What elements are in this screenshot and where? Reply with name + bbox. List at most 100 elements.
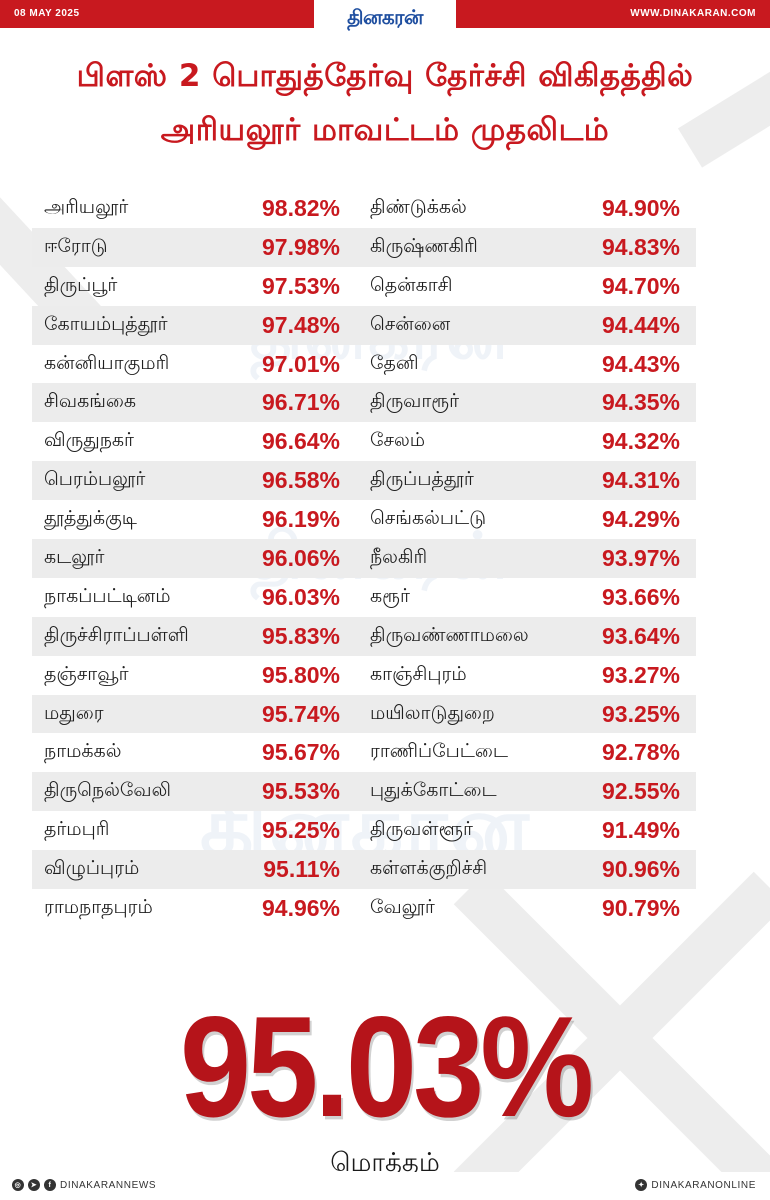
table-row: ஈரோடு 97.98% கிருஷ்ணகிரி 94.83% xyxy=(32,227,696,267)
district-name: மதுரை xyxy=(44,701,104,724)
district-name: கடலூர் xyxy=(44,545,105,568)
district-name: திருவள்ளூர் xyxy=(370,818,473,841)
table-row: கோயம்புத்தூர் 97.48% சென்னை 94.44% xyxy=(32,305,696,345)
table-row: தர்மபுரி 95.25% திருவள்ளூர் 91.49% xyxy=(32,811,696,850)
pass-percentage: 90.96% xyxy=(601,856,680,883)
pass-percentage: 91.49% xyxy=(601,817,680,844)
district-name: சென்னை xyxy=(370,312,451,335)
pass-percentage: 93.25% xyxy=(601,700,680,727)
pass-percentage: 97.48% xyxy=(261,311,340,338)
pass-percentage: 94.90% xyxy=(601,194,680,221)
district-name: புதுக்கோட்டை xyxy=(370,779,497,802)
district-name: தேனி xyxy=(370,351,419,374)
district-name: திருச்சிராப்பள்ளி xyxy=(44,623,189,646)
district-name: நாமக்கல் xyxy=(44,740,122,763)
district-pass-table: அரியலூர் 98.82% திண்டுக்கல் 94.90% ஈரோடு 97.9… xyxy=(32,189,696,928)
pass-percentage: 94.44% xyxy=(601,311,680,338)
website-link[interactable]: WWW.DINAKARAN.COM xyxy=(630,8,756,19)
pass-percentage: 95.67% xyxy=(261,739,340,766)
table-row: நாகப்பட்டினம் 96.03% கரூர் 93.66% xyxy=(32,578,696,617)
district-name: திருவாரூர் xyxy=(370,390,460,413)
pass-percentage: 94.31% xyxy=(601,467,680,494)
district-name: ஈரோடு xyxy=(44,234,108,257)
pass-percentage: 94.96% xyxy=(261,894,340,921)
district-name: வேலூர் xyxy=(370,895,435,918)
pass-percentage: 96.58% xyxy=(261,467,340,494)
table-row: கன்னியாகுமரி 97.01% தேனி 94.43% xyxy=(32,345,696,384)
pass-percentage: 97.53% xyxy=(261,272,340,299)
table-row: தஞ்சாவூர் 95.80% காஞ்சிபுரம் 93.27% xyxy=(32,656,696,695)
table-row: திருநெல்வேலி 95.53% புதுக்கோட்டை 92.55% xyxy=(32,772,696,812)
district-name: கரூர் xyxy=(370,584,410,607)
table-row: ராமநாதபுரம் 94.96% வேலூர் 90.79% xyxy=(32,889,696,928)
headline-line-1: பிளஸ் 2 பொதுத்தேர்வு தேர்ச்சி விகிதத்தில… xyxy=(76,58,694,94)
table-row: விழுப்புரம் 95.11% கள்ளக்குறிச்சி 90.96% xyxy=(32,850,696,890)
district-name: நாகப்பட்டினம் xyxy=(44,584,171,607)
pass-percentage: 92.78% xyxy=(601,739,680,766)
district-name: கள்ளக்குறிச்சி xyxy=(370,857,488,880)
pass-percentage: 93.27% xyxy=(601,661,680,688)
table-row: நாமக்கல் 95.67% ராணிப்பேட்டை 92.78% xyxy=(32,733,696,772)
table-row: அரியலூர் 98.82% திண்டுக்கல் 94.90% xyxy=(32,189,696,228)
pass-percentage: 93.66% xyxy=(601,583,680,610)
table-row: சிவகங்கை 96.71% திருவாரூர் 94.35% xyxy=(32,383,696,423)
district-name: கோயம்புத்தூர் xyxy=(44,312,168,335)
table-row: தூத்துக்குடி 96.19% செங்கல்பட்டு 94.29% xyxy=(32,500,696,539)
district-name: திண்டுக்கல் xyxy=(370,195,467,218)
pass-percentage: 94.43% xyxy=(601,350,680,377)
pass-percentage: 92.55% xyxy=(601,778,680,805)
table-row: பெரம்பலூர் 96.58% திருப்பத்தூர் 94.31% xyxy=(32,461,696,501)
table-row: மதுரை 95.74% மயிலாடுதுறை 93.25% xyxy=(32,694,696,734)
social-handles-right: ✦ DINAKARANONLINE xyxy=(635,1179,756,1191)
table-row: விருதுநகர் 96.64% சேலம் 94.32% xyxy=(32,422,696,461)
district-name: கிருஷ்ணகிரி xyxy=(370,234,478,257)
district-name: திருப்பூர் xyxy=(44,273,118,296)
telegram-icon[interactable]: ➤ xyxy=(28,1179,40,1191)
district-name: அரியலூர் xyxy=(44,195,129,218)
brand-logo-tab: தினகரன் xyxy=(314,0,456,36)
district-name: தஞ்சாவூர் xyxy=(44,662,129,685)
pass-percentage: 95.83% xyxy=(261,622,340,649)
district-name: திருநெல்வேலி xyxy=(44,779,171,802)
brand-logo: தினகரன் xyxy=(347,4,423,29)
pass-percentage: 95.74% xyxy=(261,700,340,727)
publish-date: 08 MAY 2025 xyxy=(14,8,80,19)
district-name: செங்கல்பட்டு xyxy=(370,507,487,530)
pass-percentage: 96.06% xyxy=(261,544,340,571)
twitter-icon[interactable]: ✦ xyxy=(635,1179,648,1191)
pass-percentage: 98.82% xyxy=(261,194,340,221)
pass-percentage: 93.97% xyxy=(601,544,680,571)
pass-percentage: 93.64% xyxy=(601,622,680,649)
pass-percentage: 95.25% xyxy=(261,817,340,844)
district-name: திருவண்ணாமலை xyxy=(370,623,529,646)
pass-percentage: 97.01% xyxy=(261,350,340,377)
district-name: காஞ்சிபுரம் xyxy=(370,662,467,685)
overall-pass-percentage: 95.03% xyxy=(179,987,594,1148)
pass-percentage: 94.32% xyxy=(601,428,680,455)
instagram-icon[interactable]: ◎ xyxy=(12,1179,24,1191)
pass-percentage: 96.03% xyxy=(261,583,340,610)
pass-percentage: 95.53% xyxy=(261,778,340,805)
district-name: பெரம்பலூர் xyxy=(44,468,146,491)
social-handles-left: ◎ ➤ f DINAKARANNEWS xyxy=(12,1179,156,1191)
pass-percentage: 95.80% xyxy=(261,661,340,688)
online-handle[interactable]: DINAKARANONLINE xyxy=(651,1179,756,1191)
table-row: கடலூர் 96.06% நீலகிரி 93.97% xyxy=(32,539,696,578)
facebook-icon[interactable]: f xyxy=(44,1179,56,1191)
district-name: கன்னியாகுமரி xyxy=(44,351,170,374)
news-handle[interactable]: DINAKARANNEWS xyxy=(60,1179,157,1191)
pass-percentage: 94.29% xyxy=(601,506,680,533)
pass-percentage: 97.98% xyxy=(261,233,340,260)
pass-percentage: 94.83% xyxy=(601,233,680,260)
district-name: நீலகிரி xyxy=(370,545,428,568)
footer-bar: ◎ ➤ f DINAKARANNEWS ✦ DINAKARANONLINE xyxy=(0,1172,770,1200)
district-name: ராணிப்பேட்டை xyxy=(370,740,508,763)
pass-percentage: 90.79% xyxy=(601,894,680,921)
table-row: திருச்சிராப்பள்ளி 95.83% திருவண்ணாமலை 93.64… xyxy=(32,616,696,656)
table-row: திருப்பூர் 97.53% தென்காசி 94.70% xyxy=(32,267,696,306)
district-name: மயிலாடுதுறை xyxy=(370,701,495,724)
district-name: விழுப்புரம் xyxy=(44,857,140,880)
district-name: தென்காசி xyxy=(370,273,453,296)
district-name: தூத்துக்குடி xyxy=(44,507,137,530)
pass-percentage: 95.11% xyxy=(263,856,340,883)
